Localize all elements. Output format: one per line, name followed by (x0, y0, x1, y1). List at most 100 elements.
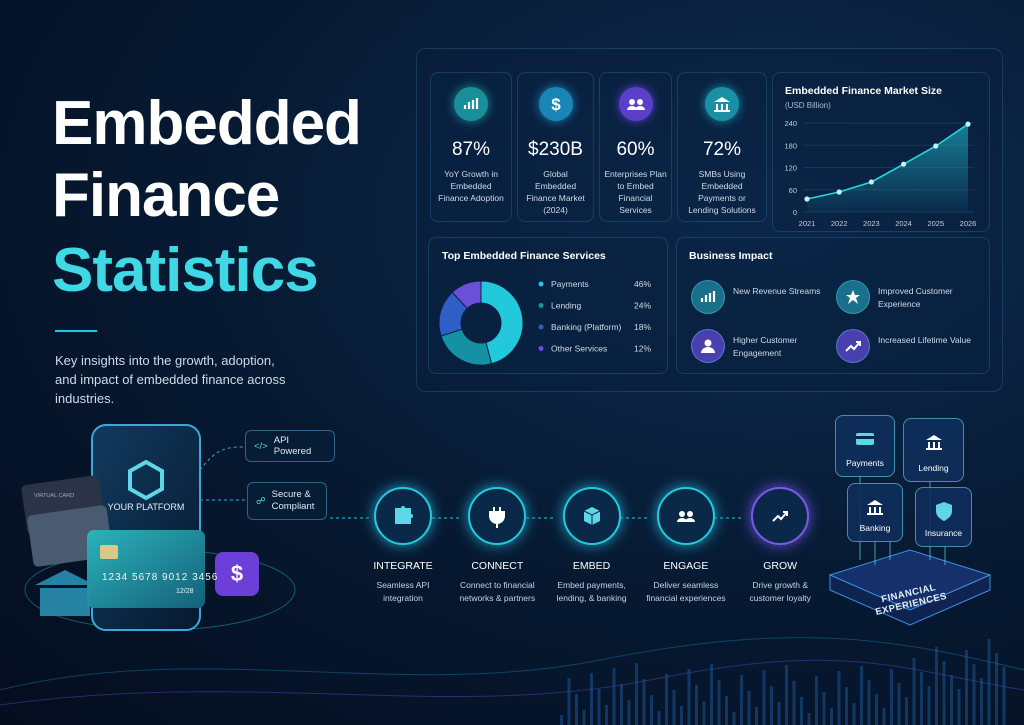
decor-bar (627, 700, 631, 725)
decor-bar (665, 674, 668, 725)
stat-card: 72% SMBs Using Embedded Payments or Lendi… (677, 72, 767, 222)
tile-icon (929, 496, 959, 526)
legend-swatch (538, 346, 544, 351)
step-icon (468, 487, 527, 545)
step-name: CONNECT (471, 560, 524, 572)
point (901, 161, 907, 167)
stat-icon (705, 87, 739, 121)
decor-bar (830, 708, 833, 725)
step-desc: Seamless API integration (376, 580, 430, 603)
donut-card: Top Embedded Finance Services Payments 46… (428, 237, 668, 374)
icon (846, 290, 860, 304)
x-tick-label: 2022 (831, 219, 848, 228)
decor-bar (657, 711, 661, 725)
decor-bar (912, 658, 916, 725)
stat-icon (618, 87, 653, 121)
decor-bar (650, 695, 653, 725)
stat-icon: $ (538, 87, 573, 121)
decor-bar (822, 692, 826, 725)
icon (772, 511, 789, 522)
stat-value: $230B (528, 139, 583, 160)
platform-label: YOUR PLATFORM (107, 502, 185, 512)
chart-title: Top Embedded Finance Services (442, 250, 606, 262)
decor-bar (755, 707, 758, 725)
point (965, 121, 971, 127)
y-tick-label: 240 (784, 119, 797, 128)
x-tick-label: 2026 (960, 219, 977, 228)
tile-icon (850, 424, 880, 454)
legend-label: Other Services (551, 344, 607, 354)
experience-tile: Banking (847, 483, 903, 542)
impact-text: Improved Customer Experience (878, 286, 953, 309)
stat-icon (454, 87, 488, 121)
divider (55, 330, 97, 332)
impact-text: Increased Lifetime Value (878, 335, 971, 345)
tile-label: Payments (846, 458, 884, 468)
step-desc: Deliver seamless financial experiences (646, 580, 726, 603)
icon (676, 511, 695, 522)
title-line: Embedded (52, 89, 362, 158)
icon: $ (551, 95, 561, 114)
impact-text: New Revenue Streams (733, 286, 821, 296)
icon (925, 435, 942, 450)
title-line: Finance (52, 161, 280, 230)
x-tick-label: 2023 (863, 219, 880, 228)
icon (489, 507, 506, 528)
decor-bar (642, 679, 646, 725)
card-number: 1234 5678 9012 3456 (102, 572, 219, 583)
decor-bar (635, 663, 638, 725)
decor-bar (710, 664, 713, 725)
tile-label: Banking (859, 523, 891, 533)
chart-subtitle: (USD Billion) (785, 101, 831, 110)
decor-bar (725, 696, 728, 725)
icon (583, 507, 600, 525)
icon (867, 500, 883, 515)
tile-icon (860, 492, 890, 522)
point (933, 143, 939, 149)
decor-bar (987, 639, 991, 725)
decor-bar (567, 678, 571, 725)
donut-slice (451, 280, 482, 310)
stat-label: Global Embedded Finance Market (2024) (526, 169, 585, 215)
experience-tile: Lending (903, 418, 964, 482)
decor-bar (605, 705, 608, 725)
decor-bar (560, 715, 563, 725)
decor-bar (995, 653, 998, 725)
stat-value: 60% (616, 139, 655, 160)
line-card: Embedded Finance Market Size (USD Billio… (772, 72, 990, 232)
decor-bar (980, 678, 983, 725)
point (804, 196, 810, 202)
stat-card: 87% YoY Growth in Embedded Finance Adopti… (430, 72, 512, 222)
decor-bar (860, 666, 863, 725)
legend-label: Banking (Platform) (551, 322, 622, 332)
svg-text:$: $ (551, 95, 561, 114)
experience-tile: Payments (835, 415, 895, 477)
y-tick-label: 120 (784, 164, 797, 173)
decor-bar (597, 689, 601, 725)
value-label: 24% (634, 301, 651, 311)
y-tick-label: 180 (784, 141, 797, 150)
y-tick-label: 0 (793, 208, 797, 217)
decor-bar (942, 661, 946, 725)
decor-bar (612, 668, 616, 725)
decor-bar (905, 697, 908, 725)
legend-swatch (538, 281, 544, 287)
tile-label: Insurance (924, 528, 963, 538)
decor-bar (747, 691, 751, 725)
value-label: 46% (634, 279, 651, 289)
decor-bar (770, 686, 773, 725)
step-name: INTEGRATE (373, 560, 433, 572)
step-icon (562, 487, 621, 545)
decor-bar (582, 710, 586, 725)
icon (845, 341, 861, 352)
badge: ☍ Secure & Compliant (247, 482, 327, 520)
donut-slice (440, 328, 493, 366)
impact-icon (836, 280, 870, 314)
stat-label: SMBs Using Embedded Payments or Lending … (688, 169, 756, 215)
value-label: 12% (634, 344, 651, 354)
decor-bar (792, 681, 796, 725)
y-tick-label: 60 (789, 186, 797, 195)
impact-card: Business Impact New Revenue Streams Impro… (676, 237, 990, 374)
impact-title: Business Impact (689, 250, 773, 262)
area (807, 124, 968, 212)
